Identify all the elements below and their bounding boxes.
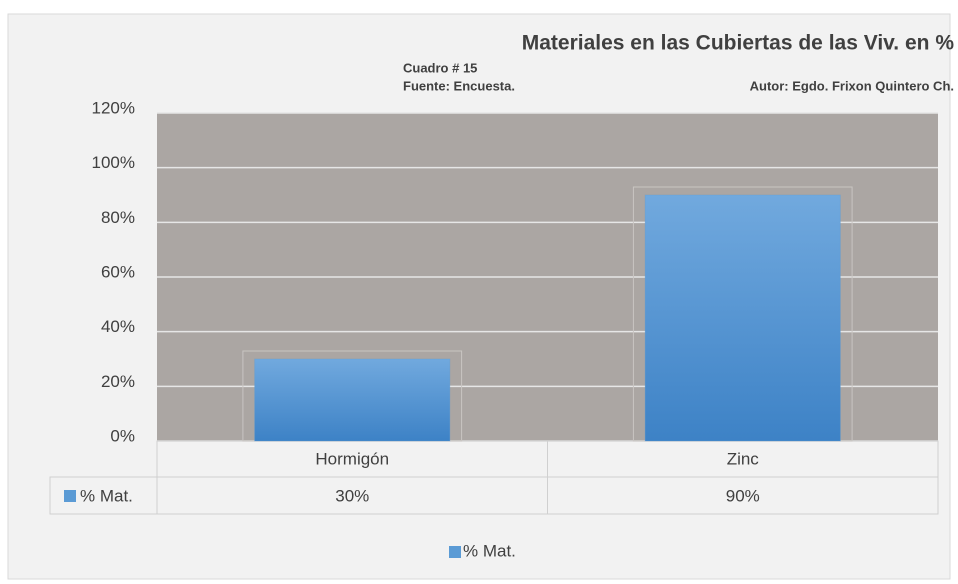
- y-tick-label: 40%: [101, 317, 135, 336]
- x-tick-label: Zinc: [727, 449, 760, 468]
- y-tick-label: 120%: [92, 98, 135, 117]
- legend-label: % Mat.: [463, 541, 516, 560]
- y-tick-label: 20%: [101, 372, 135, 391]
- chart-title: Materiales en las Cubiertas de las Viv. …: [522, 32, 955, 55]
- table-value: 90%: [726, 486, 760, 505]
- y-tick-label: 80%: [101, 208, 135, 227]
- legend-key: [64, 490, 76, 502]
- y-tick-label: 100%: [92, 153, 135, 172]
- legend-swatch: [449, 546, 461, 558]
- x-tick-label: Hormigón: [315, 449, 389, 468]
- bar: [254, 358, 451, 442]
- y-tick-label: 60%: [101, 262, 135, 281]
- table-value: 30%: [335, 486, 369, 505]
- table-series-name: % Mat.: [80, 486, 133, 505]
- bar: [644, 194, 841, 442]
- author: Autor: Egdo. Frixon Quintero Ch.: [750, 78, 954, 93]
- table-row: [49, 476, 939, 515]
- source: Fuente: Encuesta.: [403, 78, 515, 93]
- subtitle: Cuadro # 15: [403, 60, 477, 75]
- y-tick-label: 0%: [110, 426, 135, 445]
